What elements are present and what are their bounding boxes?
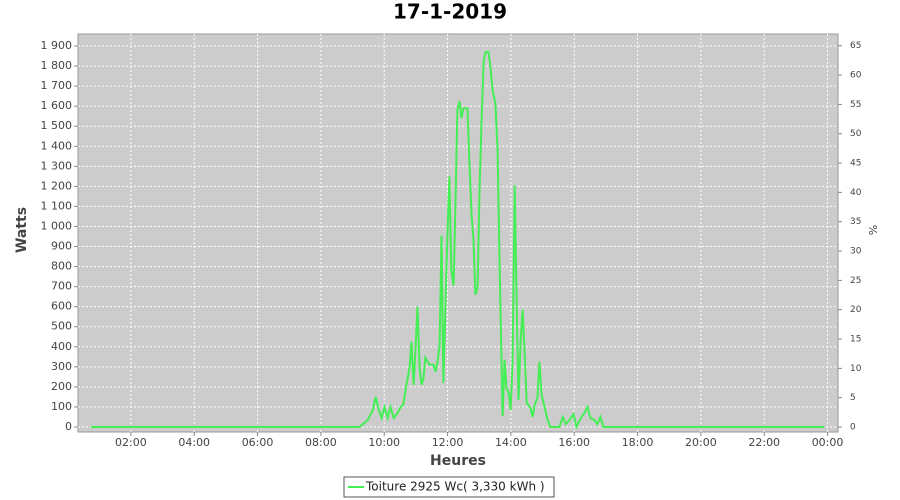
y-tick-label: 1 600 (41, 99, 73, 112)
x-tick-label: 10:00 (368, 436, 400, 449)
y-tick-label: 700 (51, 280, 72, 293)
plot-area (77, 33, 839, 433)
y2-tick-label: 60 (850, 71, 862, 81)
y-tick-label: 1 700 (41, 79, 73, 92)
x-tick-label: 12:00 (432, 436, 464, 449)
x-tick-label: 22:00 (748, 436, 780, 449)
legend (343, 476, 555, 498)
data-line (91, 51, 825, 430)
x-tick-label: 08:00 (305, 436, 337, 449)
y2-axis-label: % (867, 225, 880, 235)
y-tick-label: 200 (51, 380, 72, 393)
x-tick-label: 14:00 (495, 436, 527, 449)
y2-tick-label: 20 (850, 305, 862, 315)
y-tick-label: 800 (51, 260, 72, 273)
y-tick-label: 1 300 (41, 159, 73, 172)
y2-tick-label: 35 (850, 217, 861, 227)
y2-tick-label: 55 (850, 100, 861, 110)
y-tick-label: 1 400 (41, 139, 73, 152)
y2-tick-label: 65 (850, 41, 861, 51)
y-tick-label: 100 (51, 400, 72, 413)
y-tick-label: 1 900 (41, 39, 73, 52)
x-axis-label: Heures (430, 453, 486, 469)
y-tick-label: 600 (51, 300, 72, 313)
x-tick-label: 02:00 (115, 436, 147, 449)
legend-label: Toiture 2925 Wc( 3,330 kWh ) (365, 480, 545, 494)
y-axis-label: Watts (14, 207, 30, 253)
y-tick-label: 1 000 (41, 219, 73, 232)
y2-tick-label: 50 (850, 129, 862, 139)
x-tick-label: 06:00 (242, 436, 274, 449)
y-tick-label: 500 (51, 320, 72, 333)
y-tick-label: 300 (51, 360, 72, 373)
x-tick-label: 00:00 (812, 436, 844, 449)
x-tick-label: 18:00 (622, 436, 654, 449)
y2-tick-label: 0 (850, 423, 856, 433)
y-tick-label: 1 500 (41, 119, 73, 132)
chart-title: 17-1-2019 (393, 0, 507, 24)
y-tick-label: 1 200 (41, 179, 73, 192)
x-tick-label: 16:00 (558, 436, 590, 449)
y-tick-label: 0 (65, 420, 72, 433)
y2-tick-label: 10 (850, 364, 862, 374)
y2-tick-label: 15 (850, 335, 861, 345)
y-tick-label: 400 (51, 340, 72, 353)
y2-tick-label: 5 (850, 393, 856, 403)
y2-tick-label: 25 (850, 276, 861, 286)
y2-tick-label: 40 (850, 188, 862, 198)
y-tick-label: 1 100 (41, 199, 73, 212)
y2-tick-label: 30 (850, 247, 862, 257)
y2-tick-label: 45 (850, 159, 861, 169)
y-tick-label: 900 (51, 240, 72, 253)
x-tick-label: 20:00 (685, 436, 717, 449)
y-tick-label: 1 800 (41, 59, 73, 72)
x-tick-label: 04:00 (178, 436, 210, 449)
